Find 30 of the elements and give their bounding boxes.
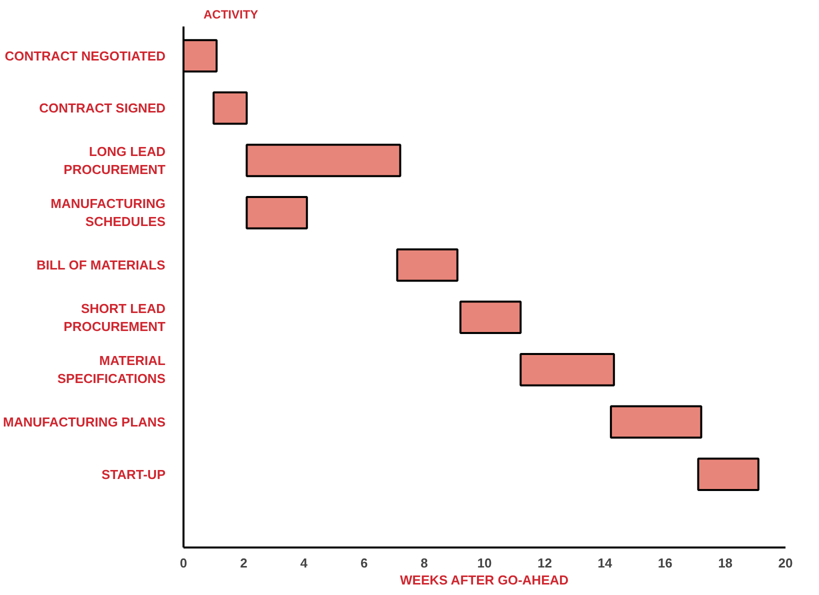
bar	[246, 196, 308, 230]
bar	[212, 91, 248, 125]
y-tick-label: MANUFACTURING SCHEDULES	[50, 196, 166, 230]
x-tick-label: 6	[360, 556, 368, 570]
x-tick-label: 14	[598, 556, 613, 570]
y-tick-label: LONG LEAD PROCUREMENT	[64, 144, 166, 177]
y-tick-label: START-UP	[101, 466, 166, 482]
x-axis-title: WEEKS AFTER GO-AHEAD	[400, 572, 569, 588]
y-tick-label: MATERIAL SPECIFICATIONS	[57, 353, 166, 386]
x-tick-label: 4	[300, 556, 308, 570]
x-tick-label: 18	[718, 556, 733, 570]
y-tick-label: BILL OF MATERIALS	[36, 258, 166, 273]
x-tick-label: 8	[420, 556, 428, 570]
y-tick-label: CONTRACT SIGNED	[39, 100, 166, 116]
y-tick-label: CONTRACT NEGOTIATED	[4, 48, 166, 64]
x-tick-label: 16	[658, 556, 672, 570]
bar	[610, 405, 702, 439]
y-axis-title: ACTIVITY	[204, 8, 258, 22]
x-tick-label: 0	[180, 556, 188, 570]
bar	[697, 458, 760, 491]
bar	[459, 300, 522, 334]
bar	[520, 352, 615, 386]
x-tick-label: 10	[477, 556, 492, 570]
bar	[396, 248, 458, 282]
bar	[246, 144, 402, 178]
y-tick-label: SHORT LEAD PROCUREMENT	[64, 300, 166, 334]
x-tick-label: 2	[240, 556, 248, 570]
y-tick-label: MANUFACTURING PLANS	[3, 414, 166, 430]
x-tick-label: 20	[778, 556, 793, 570]
x-tick-label: 12	[537, 556, 552, 570]
